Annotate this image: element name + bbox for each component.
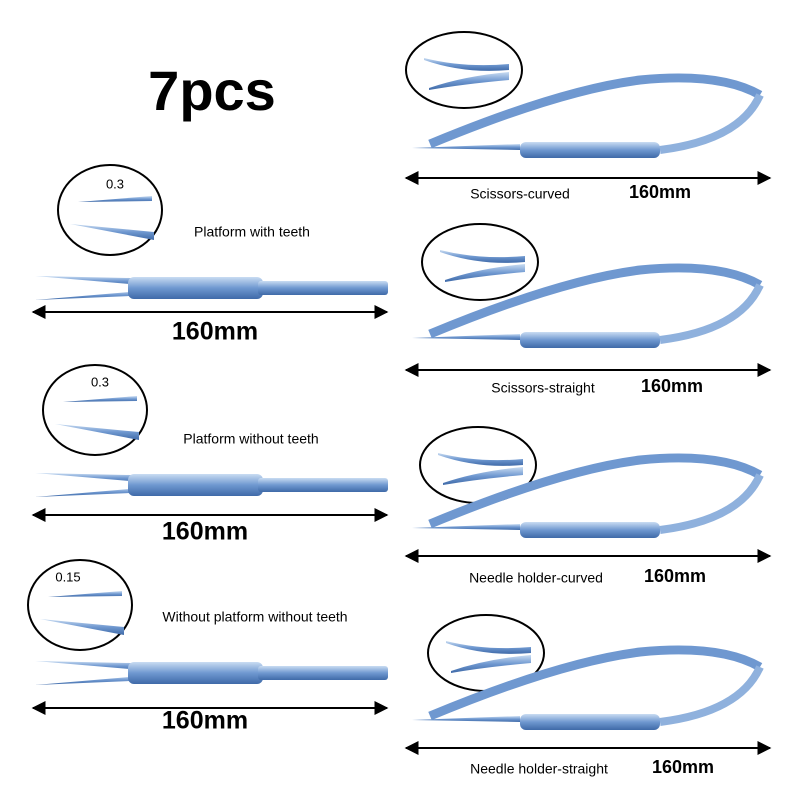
detail-circle [421,223,539,301]
instrument-name: Needle holder-straight [470,761,608,777]
instrument-name: Scissors-straight [491,380,595,396]
tip-size: 0.3 [91,374,109,389]
forceps-handle [128,474,263,496]
tip-detail [78,196,152,202]
instrument-name: Needle holder-curved [469,570,603,586]
tip-detail [63,396,137,402]
tip-detail [70,224,154,240]
length: 160mm [644,566,706,586]
handle [520,522,660,538]
length: 160mm [652,757,714,777]
length: 160mm [172,318,258,346]
blade [412,334,520,340]
tip-detail [424,58,509,71]
instrument-name: Platform with teeth [194,224,310,240]
upper-arm [428,73,763,149]
tip-detail [451,655,531,673]
forceps-end [258,478,388,492]
handle [520,332,660,348]
tip-detail [440,250,525,263]
tip-detail [438,453,523,466]
spring [659,93,764,154]
upper-arm [428,263,763,339]
handle [520,714,660,730]
forceps-end [258,666,388,680]
title: 7pcs [148,59,276,122]
spring [659,473,764,534]
tip-size: 0.3 [106,176,124,191]
tip-detail [446,641,531,654]
spring [659,283,764,344]
forceps-handle [128,662,263,684]
tip-size: 0.15 [55,569,80,584]
forceps-end [258,281,388,295]
tip-detail [55,424,139,440]
tip-detail [445,264,525,282]
blade [412,144,520,150]
tip-detail [429,72,509,90]
upper-arm [428,645,763,721]
tip-detail [48,591,122,597]
forceps-handle [128,277,263,299]
tip-detail [443,467,523,485]
tip-detail [40,619,124,635]
upper-arm [428,453,763,529]
instrument-name: Platform without teeth [183,431,318,447]
blade [412,716,520,722]
length: 160mm [162,707,248,735]
handle [520,142,660,158]
length: 160mm [641,376,703,396]
instrument-name: Scissors-curved [470,186,570,202]
length: 160mm [629,182,691,202]
blade [412,524,520,530]
length: 160mm [162,518,248,546]
instrument-name: Without platform without teeth [162,609,347,625]
spring [659,665,764,726]
detail-circle [405,31,523,109]
